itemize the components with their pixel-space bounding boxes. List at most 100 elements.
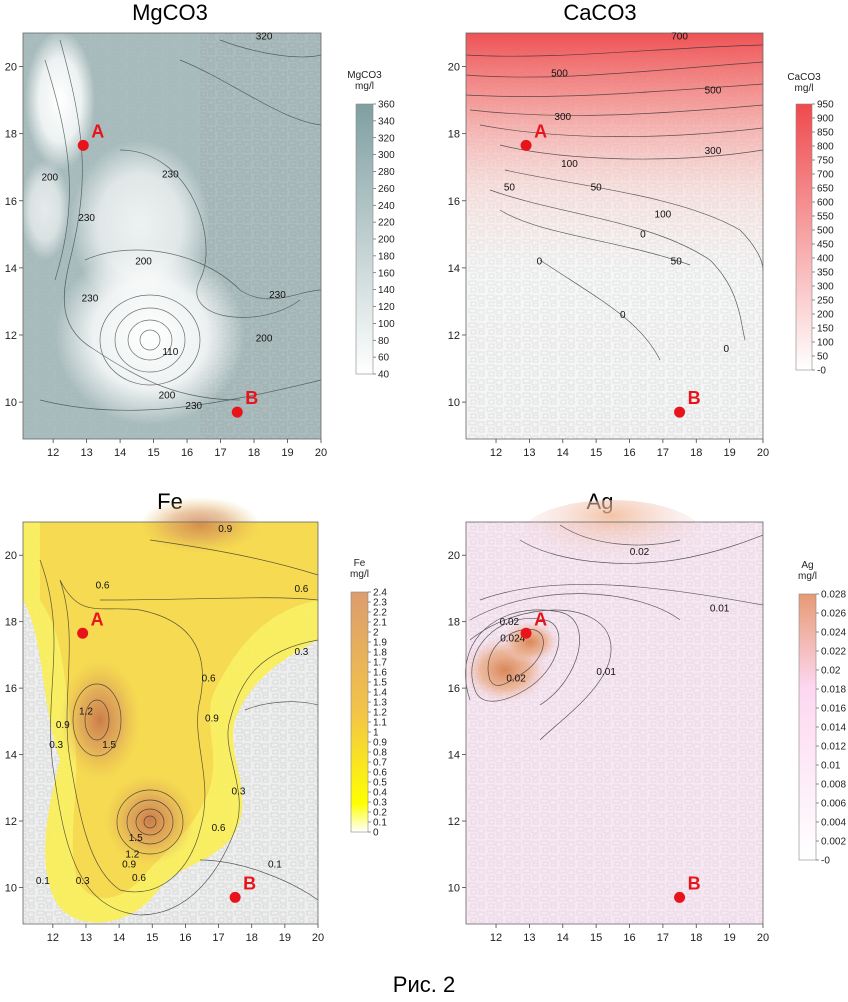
fe-x-tick-label: 18 bbox=[246, 932, 258, 944]
caco3-colorbar-tick-label: 50 bbox=[817, 352, 829, 363]
mgco3-point-b-marker bbox=[231, 406, 243, 418]
caco3-colorbar-tick-label: 800 bbox=[817, 142, 834, 153]
mgco3-colorbar-tick-label: 80 bbox=[378, 336, 390, 347]
chart-title-caco3: CaCO3 bbox=[563, 0, 637, 25]
ag-x-tick-label: 13 bbox=[523, 932, 535, 944]
fe-x-tick-label: 16 bbox=[179, 932, 191, 944]
caco3-contour-label: 50 bbox=[671, 257, 683, 268]
ag-colorbar-unit: mg/l bbox=[798, 571, 817, 582]
mgco3-colorbar-tick-label: 40 bbox=[378, 370, 390, 381]
fe-contour-label: 0.3 bbox=[294, 647, 308, 658]
ag-x-tick-label: 14 bbox=[557, 932, 569, 944]
mgco3-x-tick-label: 15 bbox=[147, 447, 159, 459]
fe-contour-label: 1.2 bbox=[125, 850, 139, 861]
ag-contour-label: 0.02 bbox=[506, 673, 526, 684]
ag-contour-label: 0.01 bbox=[596, 667, 616, 678]
fe-contour-label: 0.6 bbox=[96, 580, 110, 591]
fe-colorbar-tick-label: 2.4 bbox=[373, 588, 387, 599]
fe-contour-label: 1.5 bbox=[129, 833, 143, 844]
ag-x-tick-label: 12 bbox=[490, 932, 502, 944]
ag-colorbar-tick-label: 0.022 bbox=[821, 647, 846, 658]
ag-colorbar-tick-label: 0.012 bbox=[821, 742, 846, 753]
fe-colorbar-tick-label: 1.8 bbox=[373, 648, 387, 659]
fe-colorbar-tick-label: 2 bbox=[373, 628, 379, 639]
caco3-colorbar-scale bbox=[795, 103, 813, 371]
caco3-contour-label: 0 bbox=[640, 230, 646, 241]
fe-colorbar-tick-label: 2.3 bbox=[373, 598, 387, 609]
fe-colorbar-unit: mg/l bbox=[350, 569, 369, 580]
mgco3-colorbar-tick-label: 300 bbox=[378, 150, 395, 161]
fe-y-tick-label: 20 bbox=[5, 550, 17, 562]
mgco3-x-tick-label: 16 bbox=[181, 447, 193, 459]
fe-contour-label: 0.1 bbox=[268, 860, 282, 871]
caco3-overlay: 12 13 14 15 16 17 18 19 201012141618207005005003… bbox=[448, 32, 834, 459]
fe-contour-label: 0.6 bbox=[212, 823, 226, 834]
caco3-point-b-label: B bbox=[688, 388, 701, 408]
fe-colorbar-tick-label: 0.1 bbox=[373, 818, 387, 829]
caco3-colorbar-tick-label: 550 bbox=[817, 212, 834, 223]
fe-contour-label: 0.3 bbox=[49, 740, 63, 751]
mgco3-y-tick-label: 10 bbox=[5, 397, 17, 409]
fe-x-tick-label: 14 bbox=[113, 932, 125, 944]
fe-colorbar-title: Fe bbox=[354, 558, 366, 569]
caco3-contour-label: 100 bbox=[655, 210, 672, 221]
mgco3-colorbar-tick-label: 280 bbox=[378, 167, 395, 178]
fe-point-a-label: A bbox=[91, 609, 104, 629]
fe-y-tick-label: 14 bbox=[5, 750, 17, 762]
ag-y-tick-label: 10 bbox=[448, 882, 460, 894]
fe-contour-label: 0.1 bbox=[36, 876, 50, 887]
caco3-colorbar-tick-label: 100 bbox=[817, 338, 834, 349]
caco3-colorbar-unit: mg/l bbox=[795, 83, 814, 94]
ag-colorbar-tick-label: 0.014 bbox=[821, 723, 846, 734]
ag-x-tick-label: 15 bbox=[590, 932, 602, 944]
ag-x-tick-label: 20 bbox=[757, 932, 769, 944]
mgco3-colorbar-tick-label: 120 bbox=[378, 302, 395, 313]
ag-point-a-label: A bbox=[534, 609, 547, 629]
caco3-colorbar-tick-label: -0 bbox=[817, 366, 826, 377]
caco3-colorbar-tick-label: 400 bbox=[817, 254, 834, 265]
caco3-x-tick-label: 17 bbox=[657, 447, 669, 459]
caco3-colorbar-tick-label: 450 bbox=[817, 240, 834, 251]
figure-canvas: 12 13 14 15 16 17 18 19 201012141618203202002302… bbox=[5, 30, 846, 944]
mgco3-colorbar-scale bbox=[355, 103, 374, 375]
mgco3-colorbar-tick-label: 260 bbox=[378, 184, 395, 195]
caco3-x-tick-label: 19 bbox=[724, 447, 736, 459]
fe-colorbar-tick-label: 0.2 bbox=[373, 808, 387, 819]
fe-colorbar-tick-label: 0.3 bbox=[373, 798, 387, 809]
mgco3-x-tick-label: 20 bbox=[315, 447, 327, 459]
mgco3-y-tick-label: 12 bbox=[5, 330, 17, 342]
caco3-x-tick-label: 18 bbox=[690, 447, 702, 459]
fe-x-tick-label: 17 bbox=[212, 932, 224, 944]
caco3-y-tick-label: 14 bbox=[448, 263, 460, 275]
caco3-contour-label: 500 bbox=[551, 69, 568, 80]
panel-ag bbox=[460, 500, 764, 925]
mgco3-overlay: 12 13 14 15 16 17 18 19 20 10 12 14 16 18 20 320 200 230 2… bbox=[5, 32, 395, 459]
caco3-colorbar-tick-label: 850 bbox=[817, 128, 834, 139]
caco3-y-tick-label: 10 bbox=[448, 397, 460, 409]
ag-colorbar-tick-label: 0.008 bbox=[821, 780, 846, 791]
fe-point-a-marker bbox=[77, 627, 89, 639]
ag-colorbar-title: Ag bbox=[801, 560, 813, 571]
mgco3-colorbar-tick-label: 220 bbox=[378, 218, 395, 229]
panel-mgco3 bbox=[20, 30, 322, 440]
caco3-colorbar-tick-label: 250 bbox=[817, 296, 834, 307]
caco3-y-tick-label: 18 bbox=[448, 129, 460, 141]
mgco3-contour-label: 230 bbox=[185, 401, 202, 412]
ag-x-tick-label: 16 bbox=[623, 932, 635, 944]
mgco3-colorbar-tick-label: 160 bbox=[378, 268, 395, 279]
mgco3-x-tick-label: 13 bbox=[80, 447, 92, 459]
fe-colorbar-tick-label: 0.7 bbox=[373, 758, 387, 769]
caco3-x-tick-label: 13 bbox=[523, 447, 535, 459]
fe-colorbar-tick-label: 2.2 bbox=[373, 608, 387, 619]
mgco3-colorbar-unit: mg/l bbox=[355, 81, 374, 92]
caco3-contour-label: 300 bbox=[554, 112, 571, 123]
caco3-contour-label: 500 bbox=[705, 85, 722, 96]
caco3-contour-label: 700 bbox=[671, 32, 688, 43]
mgco3-contour-label: 320 bbox=[256, 32, 273, 43]
mgco3-y-tick-label: 18 bbox=[5, 129, 17, 141]
fe-contour-label: 1.2 bbox=[79, 707, 93, 718]
mgco3-contour-label: 200 bbox=[159, 391, 176, 402]
mgco3-contour-label: 230 bbox=[162, 169, 179, 180]
ag-colorbar-tick-label: -0 bbox=[821, 856, 830, 867]
